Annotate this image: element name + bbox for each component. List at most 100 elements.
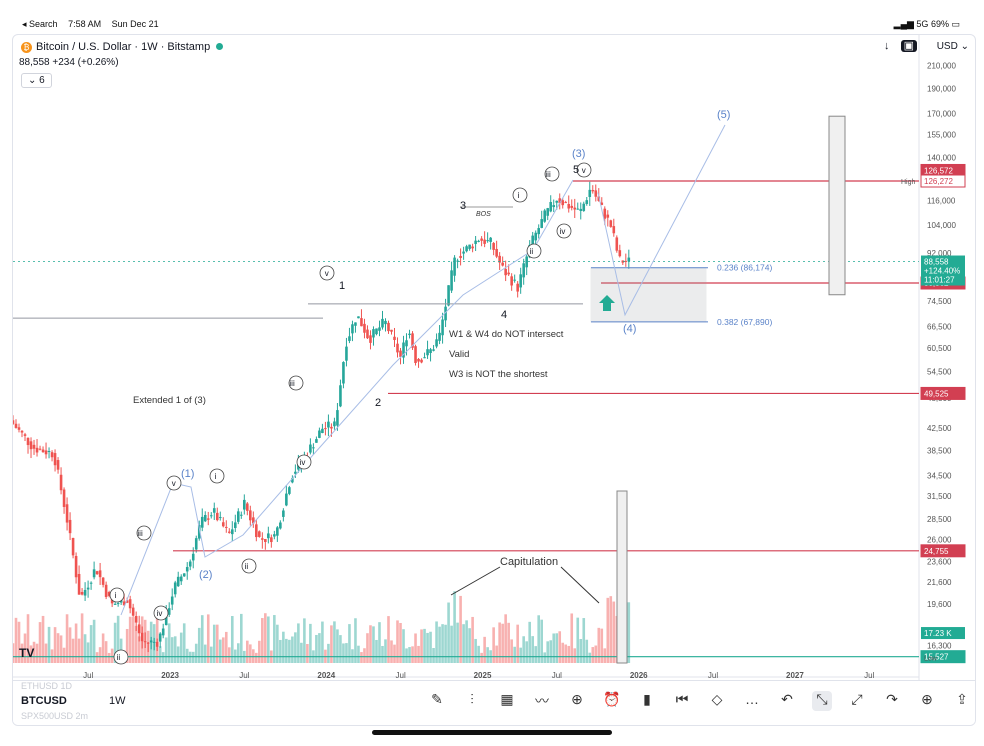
candle-body	[29, 441, 33, 450]
volume-bar	[582, 618, 586, 663]
candle-body	[351, 324, 354, 334]
volume-bar	[585, 639, 589, 663]
plus-circle-icon[interactable]: ⊕	[571, 691, 583, 707]
fullscreen-icon[interactable]: ▣	[900, 40, 917, 52]
arrow-down-icon[interactable]: ↓	[884, 40, 890, 52]
candle-body	[77, 573, 81, 595]
volume-bar	[258, 640, 261, 663]
volume-bar	[513, 646, 516, 663]
volume-bar	[134, 625, 138, 663]
candle-body	[501, 262, 504, 266]
candle-body	[267, 533, 270, 539]
volume-bar	[191, 651, 195, 663]
y-tick-label: 19,600	[927, 600, 952, 609]
volume-bar	[372, 626, 375, 663]
candle-icon[interactable]: ▮	[643, 691, 651, 707]
candle-body	[188, 561, 192, 567]
volume-bar	[80, 613, 84, 663]
volume-bar	[561, 642, 565, 663]
undo-icon[interactable]: ↶	[781, 691, 793, 707]
candle-body	[41, 449, 45, 453]
wave-intermediate-label: 4	[501, 309, 507, 321]
volume-bar	[501, 623, 504, 663]
candle-body	[330, 426, 333, 429]
pen-icon[interactable]: ✎	[431, 691, 443, 707]
symbol-name[interactable]: BTCUSD	[21, 695, 67, 707]
volume-bar	[600, 628, 604, 663]
wave-primary-label: (2)	[199, 569, 212, 581]
redo-icon[interactable]: ↷	[886, 691, 898, 707]
volume-bar	[486, 647, 489, 663]
wave-projection-line	[597, 124, 726, 317]
volume-bar	[564, 644, 568, 663]
candle-body	[447, 285, 450, 306]
candle-body	[203, 515, 207, 522]
wave-minor-label: iv	[300, 458, 306, 467]
candle-body	[158, 633, 162, 642]
price-chart[interactable]: 210,000 190,000 170,000 155,000 140,000 126,2…	[13, 35, 975, 725]
candle-body	[218, 517, 222, 519]
candle-body	[215, 512, 219, 521]
alarm-icon[interactable]: ⏰	[603, 691, 621, 707]
candle-body	[240, 514, 243, 516]
candle-body	[612, 226, 616, 234]
y-tick-label: 23,600	[927, 558, 952, 567]
price-level-tag	[920, 174, 966, 188]
volume-bar	[345, 643, 348, 663]
volume-bar	[164, 637, 168, 663]
volume-bar	[227, 647, 231, 663]
volume-bar	[552, 633, 556, 663]
volume-bars	[13, 591, 631, 663]
candle-body	[209, 515, 213, 517]
candle-body	[519, 274, 522, 288]
candle-body	[384, 320, 387, 325]
volume-bar	[336, 629, 339, 663]
indicators-icon[interactable]: ⫶	[470, 691, 474, 707]
volume-bar	[504, 614, 507, 663]
volume-bar	[576, 617, 580, 663]
share-icon[interactable]: ⇪	[956, 691, 968, 707]
candle-body	[230, 529, 234, 535]
candle-body	[273, 534, 276, 537]
last-price-tag-text: 11:01:27	[924, 276, 955, 285]
volume-bar	[161, 652, 165, 663]
bottom-toolbar: ETHUSD 1D BTCUSD 1W SPX500USD 2m ✎ ⫶ ▦ 〰…	[13, 680, 975, 725]
candle-body	[282, 510, 285, 517]
trend-icon[interactable]: 〰	[535, 693, 549, 709]
candle-body	[405, 340, 408, 347]
timeframe[interactable]: 1W	[109, 695, 126, 707]
more-icon[interactable]: …	[745, 691, 759, 707]
replay-icon[interactable]: ⏮	[675, 691, 689, 707]
add-alert-icon[interactable]: ⊕	[921, 691, 933, 707]
candle-body	[13, 420, 15, 424]
symbol-title[interactable]: ₿ Bitcoin / U.S. Dollar · 1W · Bitstamp	[21, 41, 224, 53]
candle-body	[399, 350, 402, 357]
layers-icon[interactable]: ◇	[711, 691, 723, 707]
expand-icon[interactable]: ⤢	[851, 691, 863, 707]
volume-bar	[240, 613, 243, 663]
candle-body	[525, 256, 528, 268]
back-to-search[interactable]: ◂ Search	[22, 19, 58, 29]
x-tick-label: Jul	[239, 671, 249, 680]
volume-bar	[303, 618, 306, 663]
volume-bar	[249, 644, 252, 663]
volume-bar	[471, 616, 474, 663]
wave-minor-label-circle	[136, 525, 152, 541]
watchlist-ghost-row: SPX500USD 2m	[21, 711, 89, 721]
currency-selector[interactable]: USD ⌄	[936, 41, 969, 52]
indicators-toggle[interactable]: ⌄ 6	[21, 73, 52, 88]
volume-tag-label: 17.23 K	[924, 629, 952, 638]
candle-body	[387, 322, 390, 332]
volume-bar	[384, 639, 387, 663]
x-tick-label: 2023	[161, 671, 179, 680]
volume-bar	[420, 629, 423, 663]
candle-body	[65, 504, 69, 523]
volume-bar	[125, 628, 129, 663]
shrink-icon[interactable]: ⤡	[812, 691, 832, 711]
volume-bar	[143, 619, 147, 663]
candle-body	[92, 569, 96, 578]
grid-icon[interactable]: ▦	[500, 691, 514, 707]
last-price-tag-text: +124.40%	[924, 267, 960, 276]
candle-body	[38, 448, 42, 450]
volume-bar	[279, 639, 282, 663]
